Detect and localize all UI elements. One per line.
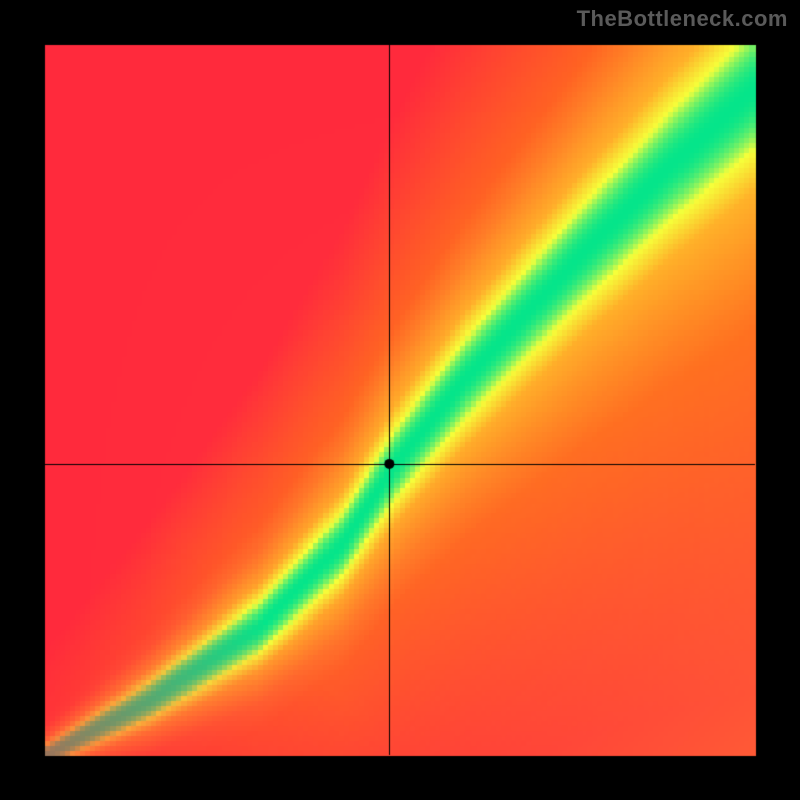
figure-root: TheBottleneck.com xyxy=(0,0,800,800)
watermark-text: TheBottleneck.com xyxy=(577,6,788,32)
heatmap-canvas xyxy=(0,0,800,800)
